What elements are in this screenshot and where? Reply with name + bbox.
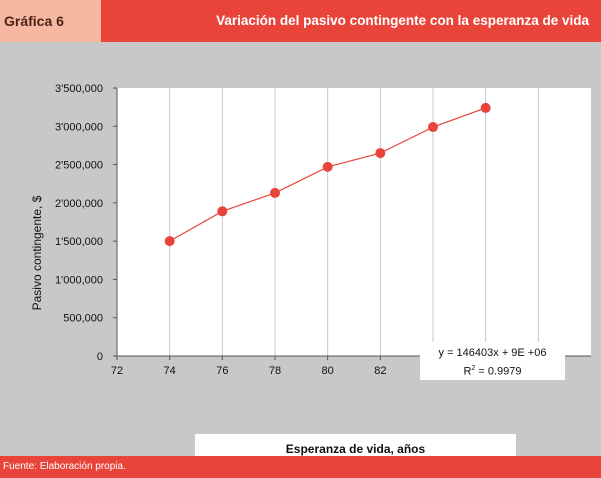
data-point-80: [322, 161, 333, 172]
y-tick-label-1500000: 1'500,000: [55, 236, 103, 248]
x-tick-label-72: 72: [111, 365, 123, 377]
trendline-annotation: y = 146403x + 9E +06 R2 = 0.9979: [420, 342, 565, 380]
r-squared-value: = 0.9979: [475, 365, 522, 378]
y-tick-label-500000: 500,000: [63, 313, 103, 325]
data-point-82: [375, 148, 386, 159]
y-tick-label-0: 0: [97, 351, 103, 363]
trendline-equation: y = 146403x + 9E +06: [438, 347, 547, 359]
y-tick-label-1000000: 1'000,000: [55, 274, 103, 286]
y-tick-label-3000000: 3'000,000: [55, 121, 103, 133]
r-squared-exponent: 2: [471, 365, 476, 372]
r-squared-label: R: [463, 365, 472, 378]
y-axis-label: Pasivo contingente, $: [30, 195, 44, 310]
data-series: [164, 102, 491, 247]
plot-area: [117, 88, 591, 356]
source-note: Fuente: Elaboración propia.: [0, 456, 601, 478]
data-point-74: [164, 236, 175, 247]
data-point-78: [270, 187, 280, 198]
data-point-86: [480, 102, 491, 113]
line-chart: 0 500,000 1'000,000 1'500,000 2'000,000 2'500…: [30, 83, 591, 377]
x-tick-label-78: 78: [269, 365, 281, 377]
chart-panel: 0 500,000 1'000,000 1'500,000 2'000,000 2'500…: [0, 42, 601, 465]
figure-title: Variación del pasivo contingente con la …: [101, 0, 601, 42]
y-tick-label-2000000: 2'000,000: [55, 198, 103, 210]
x-tick-label-82: 82: [374, 365, 386, 377]
y-tick-label-2500000: 2'500,000: [55, 160, 103, 172]
data-point-84: [428, 122, 438, 133]
grid-lines: [169, 88, 539, 356]
x-tick-label-76: 76: [216, 365, 228, 377]
r-squared: R2 = 0.9979: [420, 361, 565, 380]
figure-number: Gráfica 6: [0, 0, 101, 42]
y-tick-label-3500000: 3'500,000: [55, 83, 103, 95]
data-point-76: [217, 206, 228, 217]
x-tick-label-80: 80: [322, 365, 334, 377]
figure-header: Gráfica 6 Variación del pasivo contingen…: [0, 0, 601, 42]
x-tick-label-74: 74: [164, 365, 176, 377]
y-tick-labels: 0 500,000 1'000,000 1'500,000 2'000,000 2'500…: [55, 83, 103, 363]
